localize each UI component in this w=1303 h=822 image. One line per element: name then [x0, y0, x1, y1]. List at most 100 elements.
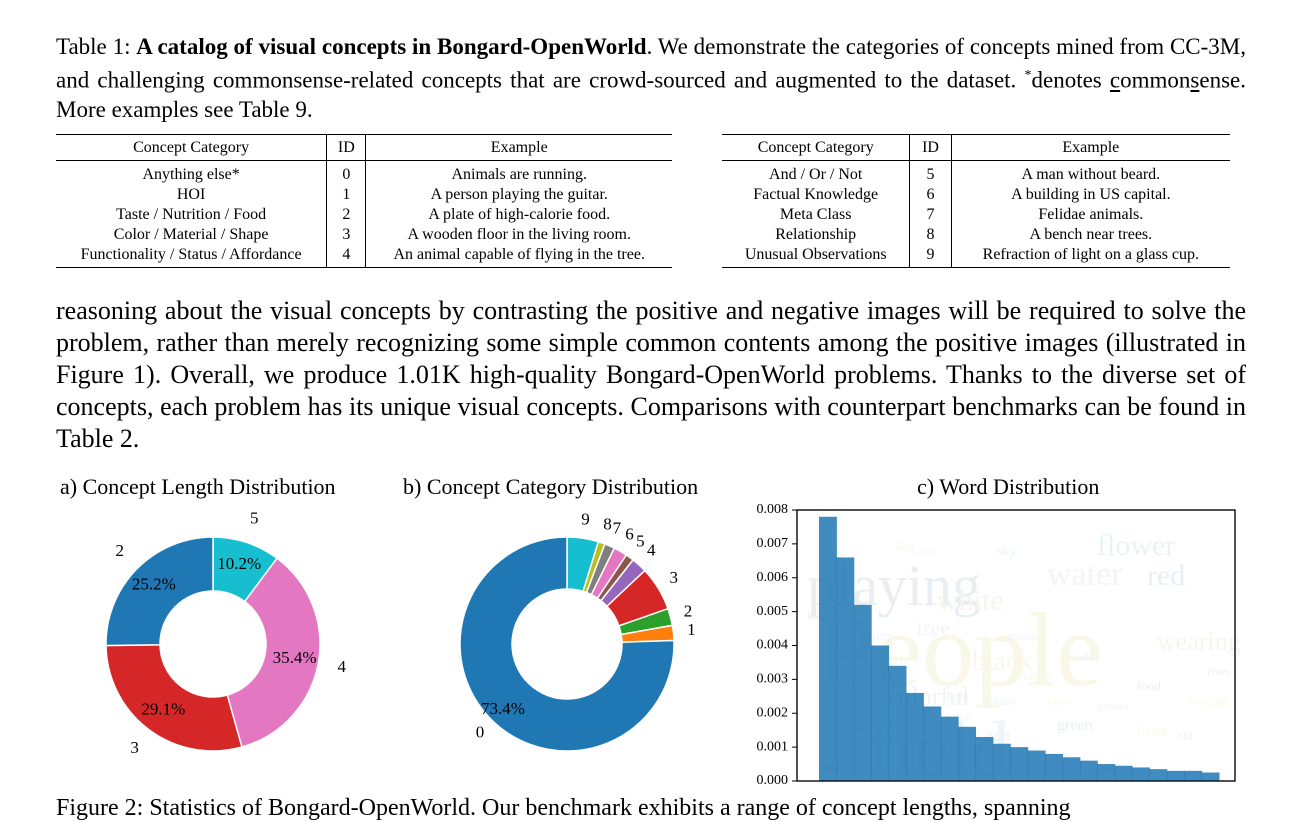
- slice-4: [226, 557, 321, 748]
- header-example: Example: [951, 134, 1230, 161]
- body-paragraph: reasoning about the visual concepts by c…: [56, 295, 1246, 455]
- slice-label: 8: [603, 515, 612, 534]
- cell-id: 0: [326, 160, 367, 185]
- word-18: river: [1207, 664, 1230, 678]
- table-row: Relationship 8 A bench near trees.: [722, 225, 1230, 245]
- bar: [1010, 747, 1029, 781]
- word-23: old: [1177, 729, 1192, 743]
- bar: [1201, 772, 1220, 781]
- caption-mid: ommon: [1120, 67, 1191, 93]
- word-28: group: [1007, 628, 1037, 643]
- word-32: table: [1077, 649, 1100, 663]
- word-17: sky: [997, 544, 1016, 559]
- word-13: woman: [1187, 694, 1228, 709]
- chart-b-title: b) Concept Category Distribution: [403, 474, 699, 499]
- word-6: red: [1147, 559, 1185, 592]
- cell-id: 1: [326, 185, 367, 205]
- word-16: city: [917, 543, 937, 558]
- slice-0: [459, 536, 675, 752]
- table-row: Factual Knowledge 6 A building in US capit…: [722, 185, 1230, 205]
- y-tick-label: 0.005: [757, 604, 789, 619]
- plot-border: [796, 509, 1236, 782]
- cell-id: 5: [909, 160, 952, 185]
- header-id: ID: [326, 134, 367, 161]
- table-row: Taste / Nutrition / Food 2 A plate of high…: [56, 205, 672, 225]
- y-tick-label: 0.004: [757, 638, 789, 653]
- slice-label: 2: [115, 541, 124, 560]
- slice-label: 0: [476, 723, 485, 742]
- bar: [1149, 769, 1168, 781]
- word-5: flower: [1097, 529, 1175, 562]
- slice-label: 5: [636, 532, 645, 551]
- bar: [1132, 767, 1150, 781]
- cell-example: A wooden floor in the living room.: [407, 226, 631, 243]
- bar: [1045, 753, 1063, 781]
- bar: [1166, 770, 1185, 781]
- cell-example: Animals are running.: [451, 166, 587, 183]
- concept-table-left: Concept Category ID Example Anything els…: [56, 134, 672, 268]
- slice-percent: 10.2%: [217, 554, 261, 573]
- bar: [1027, 750, 1046, 781]
- slice-percent: 73.4%: [481, 699, 525, 718]
- cell-example: A person playing the guitar.: [430, 186, 608, 203]
- cell-category: Relationship: [775, 226, 857, 243]
- bar: [853, 604, 872, 781]
- cell-id: 4: [326, 245, 367, 268]
- word-3: white: [937, 584, 1004, 617]
- table-title: A catalog of visual concepts in Bongard-…: [136, 34, 647, 59]
- cell-category: Anything else*: [142, 166, 240, 183]
- cell-example: A bench near trees.: [1029, 226, 1153, 243]
- header-example: Example: [365, 134, 672, 161]
- y-tick-label: 0.007: [757, 536, 789, 551]
- bar: [992, 743, 1011, 781]
- table-row: And / Or / Not 5 A man without beard.: [722, 160, 1230, 185]
- slice-label: 6: [625, 525, 634, 544]
- cell-example: A man without beard.: [1021, 166, 1161, 183]
- y-tick-label: 0.000: [757, 773, 789, 788]
- chart-a-title: a) Concept Length Distribution: [60, 474, 336, 499]
- word-distribution-chart: playingPeoplefieldwhitewaterflowerredbla…: [757, 502, 1241, 792]
- table-row: Meta Class 7 Felidae animals.: [722, 205, 1230, 225]
- word-20: person: [1097, 699, 1129, 713]
- table-row: HOI 1 A person playing the guitar.: [56, 185, 672, 205]
- bar: [819, 516, 837, 781]
- word-19: forest: [1137, 723, 1167, 738]
- slice-2: [105, 536, 214, 647]
- cell-id: 9: [909, 245, 952, 268]
- slice-label: 7: [613, 518, 622, 537]
- asterisk: *: [1024, 68, 1032, 83]
- table-row: Unusual Observations 9 Refraction of light…: [722, 245, 1230, 268]
- bar: [1097, 764, 1116, 781]
- slice-percent: 29.1%: [141, 699, 185, 718]
- slice-label: 3: [670, 568, 679, 587]
- word-15: dog: [897, 539, 915, 553]
- bar: [1184, 770, 1203, 781]
- bar: [923, 706, 942, 781]
- cell-id: 3: [326, 225, 367, 245]
- header-id: ID: [909, 134, 952, 161]
- concept-table-right: Concept Category ID Example And / Or / N…: [722, 134, 1230, 268]
- cell-category: Meta Class: [779, 206, 852, 223]
- cell-category: And / Or / Not: [769, 166, 863, 183]
- header-category: Concept Category: [56, 134, 327, 161]
- y-tick-label: 0.008: [757, 502, 789, 517]
- bar: [940, 716, 959, 781]
- cell-category: HOI: [176, 186, 206, 203]
- underline-s: s: [1190, 67, 1200, 93]
- slice-percent: 35.4%: [273, 648, 317, 667]
- underline-c: c: [1109, 67, 1121, 93]
- cell-id: 2: [326, 205, 367, 225]
- slice-label: 4: [338, 657, 347, 676]
- table-row: Anything else* 0 Animals are running.: [56, 160, 672, 185]
- slice-label: 2: [684, 601, 693, 620]
- y-tick-label: 0.006: [757, 570, 789, 585]
- slice-3: [105, 643, 243, 752]
- cell-category: Factual Knowledge: [753, 186, 879, 203]
- table-caption: Table 1: A catalog of visual concepts in…: [56, 32, 1246, 124]
- word-35: light: [947, 689, 970, 703]
- caption-text-a: . We demonstrate the categories of conce…: [56, 34, 1247, 93]
- word-37: ground: [1017, 669, 1051, 683]
- cell-id: 6: [909, 185, 952, 205]
- cell-category: Color / Material / Shape: [113, 226, 269, 243]
